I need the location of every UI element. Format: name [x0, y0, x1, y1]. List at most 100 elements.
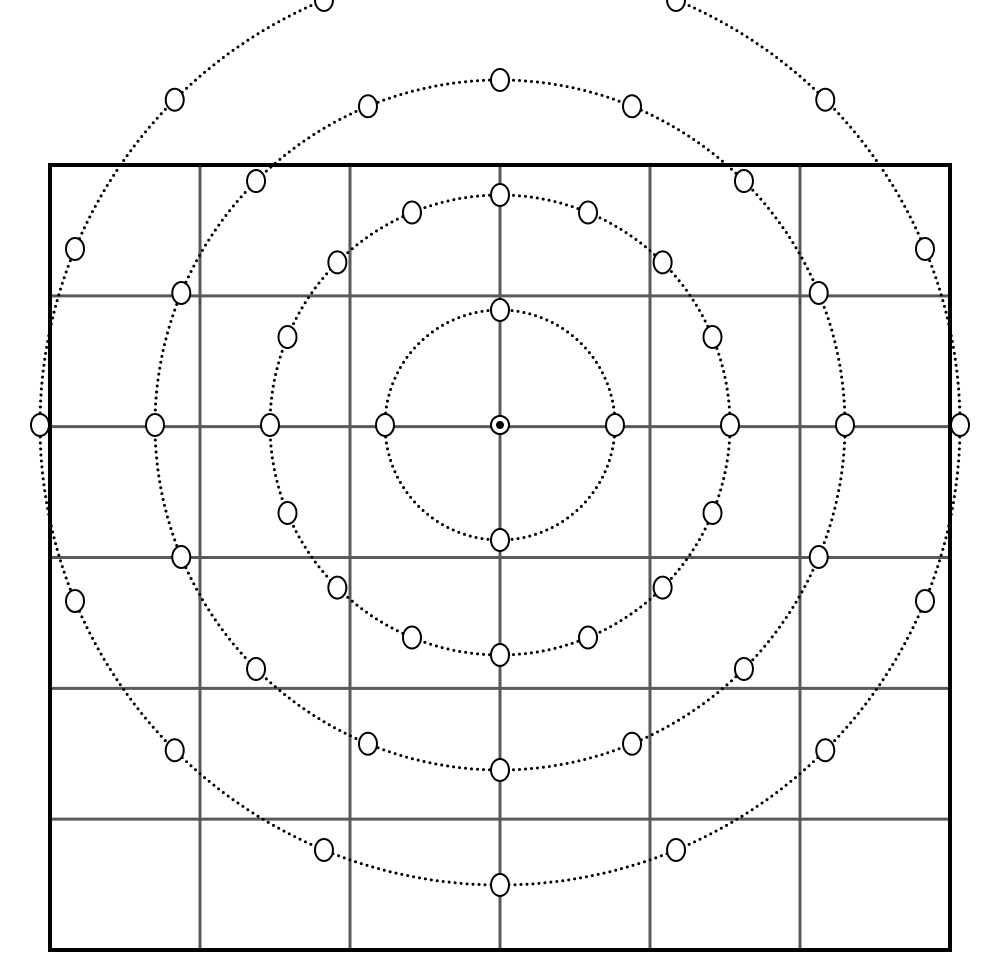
- ring-marker: [667, 839, 685, 861]
- circle-dot: [559, 202, 562, 205]
- circle-dot: [155, 391, 158, 394]
- circle-dot: [688, 4, 691, 7]
- circle-dot: [634, 609, 637, 612]
- circle-dot: [112, 673, 115, 676]
- ring-marker: [66, 238, 84, 260]
- circle-dot: [346, 251, 349, 254]
- circle-dot: [583, 89, 586, 92]
- circle-dot: [936, 282, 939, 285]
- circle-dot: [741, 32, 744, 35]
- circle-dot: [298, 535, 301, 538]
- circle-dot: [823, 541, 826, 544]
- circle-dot: [39, 406, 42, 409]
- circle-dot: [843, 442, 846, 445]
- circle-dot: [164, 108, 167, 111]
- circle-dot: [530, 767, 533, 770]
- circle-dot: [875, 159, 878, 162]
- circle-dot: [785, 784, 788, 787]
- circle-dot: [798, 251, 801, 254]
- circle-dot: [440, 83, 443, 86]
- circle-dot: [405, 756, 408, 759]
- circle-dot: [481, 310, 484, 313]
- circle-dot: [57, 554, 60, 557]
- circle-dot: [704, 12, 707, 15]
- ring-marker: [721, 414, 739, 436]
- circle-dot: [48, 328, 51, 331]
- circle-dot: [575, 509, 578, 512]
- circle-dot: [283, 154, 286, 157]
- circle-dot: [185, 87, 188, 90]
- circle-dot: [169, 320, 172, 323]
- circle-dot: [148, 721, 151, 724]
- circle-dot: [426, 513, 429, 516]
- circle-dot: [160, 492, 163, 495]
- circle-dot: [644, 602, 647, 605]
- circle-dot: [458, 197, 461, 200]
- circle-dot: [651, 114, 654, 117]
- circle-dot: [45, 346, 48, 349]
- circle-dot: [542, 198, 545, 201]
- circle-dot: [57, 293, 60, 296]
- circle-dot: [542, 766, 545, 769]
- circle-dot: [565, 644, 568, 647]
- circle-dot: [649, 858, 652, 861]
- circle-dot: [577, 759, 580, 762]
- circle-dot: [692, 299, 695, 302]
- circle-dot: [302, 140, 305, 143]
- circle-dot: [144, 717, 147, 720]
- circle-dot: [430, 878, 433, 881]
- circle-dot: [265, 170, 268, 173]
- circle-dot: [554, 83, 557, 86]
- circle-dot: [360, 607, 363, 610]
- circle-dot: [725, 465, 728, 468]
- circle-dot: [126, 154, 129, 157]
- circle-dot: [722, 370, 725, 373]
- circle-dot: [667, 725, 670, 728]
- circle-dot: [417, 505, 420, 508]
- circle-dot: [741, 815, 744, 818]
- circle-dot: [156, 462, 159, 465]
- circle-dot: [399, 481, 402, 484]
- circle-dot: [48, 519, 51, 522]
- circle-dot: [841, 730, 844, 733]
- circle-dot: [269, 444, 272, 447]
- circle-dot: [469, 312, 472, 315]
- polar-grid-diagram: [0, 0, 1000, 980]
- circle-dot: [674, 275, 677, 278]
- circle-dot: [938, 559, 941, 562]
- circle-dot: [545, 529, 548, 532]
- circle-dot: [396, 371, 399, 374]
- circle-dot: [106, 663, 109, 666]
- circle-dot: [727, 400, 730, 403]
- circle-dot: [516, 537, 519, 540]
- circle-dot: [611, 400, 614, 403]
- circle-dot: [531, 882, 534, 885]
- circle-dot: [171, 314, 174, 317]
- circle-dot: [785, 616, 788, 619]
- ring-marker: [703, 326, 721, 348]
- circle-dot: [957, 465, 960, 468]
- circle-dot: [413, 500, 416, 503]
- circle-dot: [606, 382, 609, 385]
- circle-dot: [164, 739, 167, 742]
- circle-dot: [273, 468, 276, 471]
- circle-dot: [803, 79, 806, 82]
- circle-dot: [567, 878, 570, 881]
- circle-dot: [155, 450, 158, 453]
- circle-dot: [270, 397, 273, 400]
- circle-dot: [103, 658, 106, 661]
- circle-dot: [154, 402, 157, 405]
- circle-dot: [241, 42, 244, 45]
- circle-dot: [524, 768, 527, 771]
- circle-dot: [949, 328, 952, 331]
- circle-dot: [207, 608, 210, 611]
- circle-dot: [756, 42, 759, 45]
- ring-marker: [654, 251, 672, 273]
- circle-dot: [715, 17, 718, 20]
- circle-dot: [56, 548, 59, 551]
- circle-dot: [244, 656, 247, 659]
- circle-dot: [885, 673, 888, 676]
- circle-dot: [604, 628, 607, 631]
- circle-dot: [273, 379, 276, 382]
- circle-dot: [154, 439, 157, 442]
